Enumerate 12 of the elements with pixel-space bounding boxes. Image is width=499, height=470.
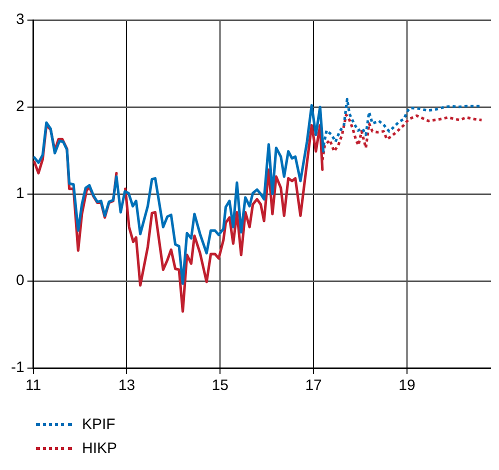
x-tick-label: 13 [118,377,136,394]
x-tick-label: 17 [305,377,322,394]
x-tick-label: 15 [212,377,228,394]
legend-label: KPIF [82,416,116,432]
y-tick-label: 1 [16,185,24,202]
y-tick-label: 3 [16,11,24,28]
x-tick-label: 11 [26,377,42,394]
legend-label: HIKP [82,440,118,456]
x-tick-label: 19 [398,377,416,394]
y-tick-label: -1 [10,359,24,376]
y-tick-label: 2 [16,98,24,116]
y-tick-label: 0 [16,272,24,290]
